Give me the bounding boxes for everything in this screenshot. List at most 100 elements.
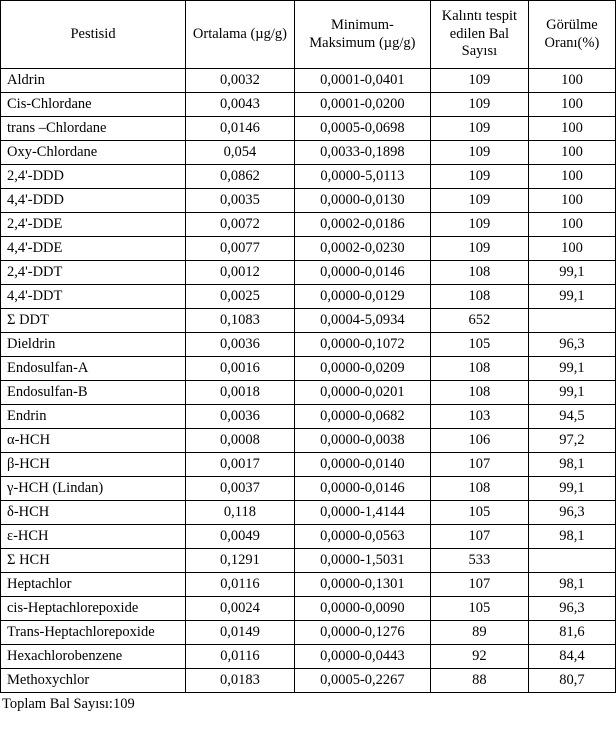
cell-minmax: 0,0000-1,5031	[294, 549, 430, 573]
cell-kalinti: 109	[430, 165, 528, 189]
table-row: δ-HCH0,1180,0000-1,414410596,3	[1, 501, 616, 525]
cell-pestisid: Trans-Heptachlorepoxide	[1, 621, 186, 645]
cell-gorulme: 81,6	[528, 621, 615, 645]
table-row: 2,4'-DDD0,08620,0000-5,0113109100	[1, 165, 616, 189]
cell-kalinti: 108	[430, 381, 528, 405]
cell-gorulme: 100	[528, 117, 615, 141]
cell-ortalama: 0,0012	[186, 261, 295, 285]
cell-minmax: 0,0033-0,1898	[294, 141, 430, 165]
cell-gorulme: 96,3	[528, 597, 615, 621]
cell-pestisid: Dieldrin	[1, 333, 186, 357]
cell-minmax: 0,0004-5,0934	[294, 309, 430, 333]
cell-kalinti: 109	[430, 117, 528, 141]
cell-pestisid: Endosulfan-B	[1, 381, 186, 405]
cell-kalinti: 89	[430, 621, 528, 645]
cell-pestisid: Heptachlor	[1, 573, 186, 597]
table-row: α-HCH0,00080,0000-0,003810697,2	[1, 429, 616, 453]
cell-pestisid: Oxy-Chlordane	[1, 141, 186, 165]
cell-pestisid: trans –Chlordane	[1, 117, 186, 141]
cell-pestisid: δ-HCH	[1, 501, 186, 525]
cell-gorulme: 100	[528, 69, 615, 93]
cell-gorulme: 100	[528, 165, 615, 189]
cell-gorulme	[528, 549, 615, 573]
cell-pestisid: Aldrin	[1, 69, 186, 93]
cell-ortalama: 0,0072	[186, 213, 295, 237]
cell-gorulme: 99,1	[528, 261, 615, 285]
header-pestisid: Pestisid	[1, 1, 186, 69]
cell-kalinti: 109	[430, 93, 528, 117]
table-row: 2,4'-DDE0,00720,0002-0,0186109100	[1, 213, 616, 237]
cell-gorulme: 100	[528, 141, 615, 165]
cell-gorulme: 98,1	[528, 453, 615, 477]
cell-kalinti: 107	[430, 573, 528, 597]
table-row: ε-HCH0,00490,0000-0,056310798,1	[1, 525, 616, 549]
cell-gorulme: 100	[528, 213, 615, 237]
table-row: Aldrin0,00320,0001-0,0401109100	[1, 69, 616, 93]
cell-kalinti: 105	[430, 501, 528, 525]
cell-gorulme: 98,1	[528, 573, 615, 597]
footer-note: Toplam Bal Sayısı:109	[0, 693, 616, 713]
table-row: 2,4'-DDT0,00120,0000-0,014610899,1	[1, 261, 616, 285]
cell-gorulme: 97,2	[528, 429, 615, 453]
cell-minmax: 0,0000-0,1276	[294, 621, 430, 645]
cell-ortalama: 0,1083	[186, 309, 295, 333]
cell-minmax: 0,0002-0,0186	[294, 213, 430, 237]
cell-ortalama: 0,1291	[186, 549, 295, 573]
table-row: Endrin0,00360,0000-0,068210394,5	[1, 405, 616, 429]
table-row: Cis-Chlordane0,00430,0001-0,0200109100	[1, 93, 616, 117]
cell-pestisid: 2,4'-DDE	[1, 213, 186, 237]
cell-minmax: 0,0001-0,0200	[294, 93, 430, 117]
cell-gorulme: 96,3	[528, 333, 615, 357]
cell-ortalama: 0,0018	[186, 381, 295, 405]
table-row: 4,4'-DDE0,00770,0002-0,0230109100	[1, 237, 616, 261]
table-row: Heptachlor0,01160,0000-0,130110798,1	[1, 573, 616, 597]
cell-ortalama: 0,0049	[186, 525, 295, 549]
header-kalinti: Kalıntı tespit edilen Bal Sayısı	[430, 1, 528, 69]
cell-minmax: 0,0000-0,0129	[294, 285, 430, 309]
cell-minmax: 0,0005-0,0698	[294, 117, 430, 141]
cell-ortalama: 0,0016	[186, 357, 295, 381]
cell-minmax: 0,0000-0,0090	[294, 597, 430, 621]
cell-kalinti: 108	[430, 261, 528, 285]
cell-ortalama: 0,0032	[186, 69, 295, 93]
cell-pestisid: 2,4'-DDT	[1, 261, 186, 285]
cell-kalinti: 107	[430, 525, 528, 549]
cell-gorulme: 100	[528, 237, 615, 261]
cell-ortalama: 0,0149	[186, 621, 295, 645]
table-row: β-HCH0,00170,0000-0,014010798,1	[1, 453, 616, 477]
table-row: Dieldrin0,00360,0000-0,107210596,3	[1, 333, 616, 357]
cell-kalinti: 109	[430, 237, 528, 261]
cell-pestisid: Methoxychlor	[1, 669, 186, 693]
cell-kalinti: 108	[430, 357, 528, 381]
table-row: Σ DDT0,10830,0004-5,0934652	[1, 309, 616, 333]
cell-minmax: 0,0000-0,0201	[294, 381, 430, 405]
table-row: Hexachlorobenzene0,01160,0000-0,04439284…	[1, 645, 616, 669]
cell-gorulme: 98,1	[528, 525, 615, 549]
cell-ortalama: 0,0146	[186, 117, 295, 141]
header-gorulme: Görülme Oranı(%)	[528, 1, 615, 69]
cell-ortalama: 0,0116	[186, 573, 295, 597]
cell-minmax: 0,0001-0,0401	[294, 69, 430, 93]
cell-minmax: 0,0000-5,0113	[294, 165, 430, 189]
cell-pestisid: 4,4'-DDD	[1, 189, 186, 213]
cell-pestisid: Hexachlorobenzene	[1, 645, 186, 669]
cell-minmax: 0,0000-0,0682	[294, 405, 430, 429]
table-row: Methoxychlor0,01830,0005-0,22678880,7	[1, 669, 616, 693]
cell-ortalama: 0,0037	[186, 477, 295, 501]
cell-ortalama: 0,054	[186, 141, 295, 165]
cell-kalinti: 109	[430, 189, 528, 213]
cell-minmax: 0,0000-0,0038	[294, 429, 430, 453]
pesticide-table: Pestisid Ortalama (µg/g) Minimum-Maksimu…	[0, 0, 616, 693]
cell-kalinti: 652	[430, 309, 528, 333]
cell-kalinti: 105	[430, 597, 528, 621]
table-row: Endosulfan-B0,00180,0000-0,020110899,1	[1, 381, 616, 405]
cell-kalinti: 107	[430, 453, 528, 477]
cell-pestisid: 4,4'-DDE	[1, 237, 186, 261]
cell-ortalama: 0,0043	[186, 93, 295, 117]
cell-kalinti: 109	[430, 141, 528, 165]
table-row: Endosulfan-A0,00160,0000-0,020910899,1	[1, 357, 616, 381]
cell-ortalama: 0,0025	[186, 285, 295, 309]
cell-pestisid: Cis-Chlordane	[1, 93, 186, 117]
cell-gorulme: 100	[528, 189, 615, 213]
cell-ortalama: 0,0183	[186, 669, 295, 693]
